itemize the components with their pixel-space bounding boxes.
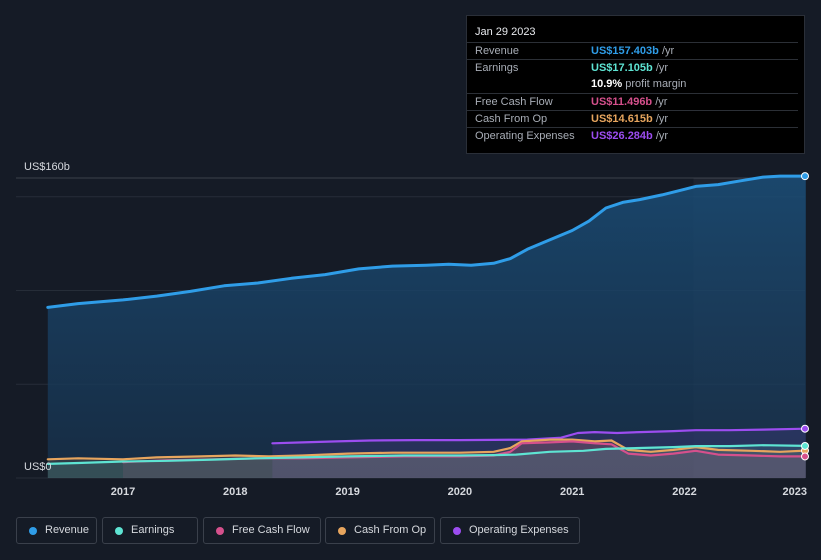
legend-label: Cash From Op: [354, 524, 427, 536]
legend-label: Earnings: [131, 524, 175, 536]
cash-from-op-dot-icon: [338, 527, 346, 535]
tooltip-date: Jan 29 2023: [475, 26, 536, 38]
earnings-line: [46, 444, 807, 465]
legend-label: Free Cash Flow: [232, 524, 310, 536]
tooltip-row-opex: Operating Expenses US$26.284b /yr: [467, 127, 798, 145]
tooltip-value-text: US$157.403b: [591, 45, 659, 57]
series-lines: [46, 174, 808, 465]
earnings-end-point: [801, 441, 809, 450]
profit-margin-label: profit margin: [625, 78, 687, 90]
tooltip-row-margin: 10.9% profit margin: [467, 76, 798, 93]
tooltip-value: US$11.496b /yr: [591, 96, 667, 108]
legend-item-revenue[interactable]: Revenue: [16, 517, 97, 544]
free-cash-flow-dot-icon: [216, 527, 224, 535]
x-tick-label: 2017: [111, 486, 135, 498]
tooltip-label: Cash From Op: [475, 113, 548, 125]
tooltip-unit: /yr: [655, 130, 669, 142]
series-end-dots: [801, 172, 809, 461]
operating-expenses-line: [271, 427, 807, 445]
free-cash-flow-end-point: [801, 452, 809, 461]
tooltip-value: US$17.105b /yr: [591, 62, 668, 74]
legend-label: Revenue: [45, 524, 90, 536]
y-tick-label: US$0: [24, 461, 52, 473]
legend-label: Operating Expenses: [469, 524, 569, 536]
legend-item-cash-from-op[interactable]: Cash From Op: [325, 517, 435, 544]
tooltip-row-cfo: Cash From Op US$14.615b /yr: [467, 110, 798, 128]
tooltip-label: Earnings: [475, 62, 519, 74]
tooltip-unit: /yr: [661, 45, 675, 57]
series-areas: [47, 176, 806, 478]
x-tick-label: 2020: [448, 486, 472, 498]
tooltip-value-text: US$17.105b: [591, 62, 653, 74]
tooltip-value-text: US$26.284b: [591, 130, 653, 142]
x-tick-label: 2022: [672, 486, 696, 498]
revenue-line: [46, 174, 808, 309]
y-tick-label: US$160b: [24, 161, 70, 173]
tooltip-label: Free Cash Flow: [475, 96, 553, 108]
tooltip-label: Operating Expenses: [475, 130, 575, 142]
tooltip-label: Revenue: [475, 45, 520, 57]
tooltip-value: US$157.403b /yr: [591, 45, 674, 57]
x-tick-label: 2019: [335, 486, 359, 498]
tooltip-value-text: US$11.496b: [591, 96, 653, 108]
tooltip-unit: /yr: [655, 96, 668, 108]
x-axis-labels: 2017 2018 2019 2020 2021 2022 2023: [111, 486, 807, 498]
profit-margin-value: 10.9%: [591, 78, 623, 90]
revenue-area: [47, 176, 806, 478]
earnings-dot-icon: [115, 527, 123, 535]
x-tick-label: 2018: [223, 486, 247, 498]
tooltip-value-text: US$14.615b: [591, 113, 653, 125]
tooltip-unit: /yr: [655, 113, 669, 125]
tooltip-panel: Jan 29 2023 Revenue US$157.403b /yr Earn…: [466, 15, 805, 154]
financial-chart: US$160b US$0 2017 2018 2019 2020 2021 2022 2023: [16, 161, 809, 498]
profit-margin: 10.9% profit margin: [591, 78, 686, 90]
free-cash-flow-area: [123, 441, 806, 478]
cash-from-op-line: [46, 438, 807, 461]
x-tick-label: 2021: [560, 486, 584, 498]
tooltip-unit: /yr: [655, 62, 669, 74]
revenue-dot-icon: [29, 527, 37, 535]
earnings-area: [47, 445, 806, 478]
tooltip-value: US$14.615b /yr: [591, 113, 668, 125]
legend-item-free-cash-flow[interactable]: Free Cash Flow: [203, 517, 321, 544]
legend-item-earnings[interactable]: Earnings: [102, 517, 198, 544]
tooltip-value: US$26.284b /yr: [591, 130, 668, 142]
legend-item-operating-expenses[interactable]: Operating Expenses: [440, 517, 580, 544]
tooltip-row-earnings: Earnings US$17.105b /yr: [467, 59, 798, 77]
x-tick-label: 2023: [783, 486, 807, 498]
tooltip-row-fcf: Free Cash Flow US$11.496b /yr: [467, 93, 798, 111]
revenue-end-point: [801, 172, 809, 181]
operating-expenses-dot-icon: [453, 527, 461, 535]
operating-expenses-end-point: [801, 424, 809, 433]
tooltip-row-revenue: Revenue US$157.403b /yr: [467, 42, 798, 60]
y-axis-labels: US$160b US$0: [24, 161, 70, 473]
